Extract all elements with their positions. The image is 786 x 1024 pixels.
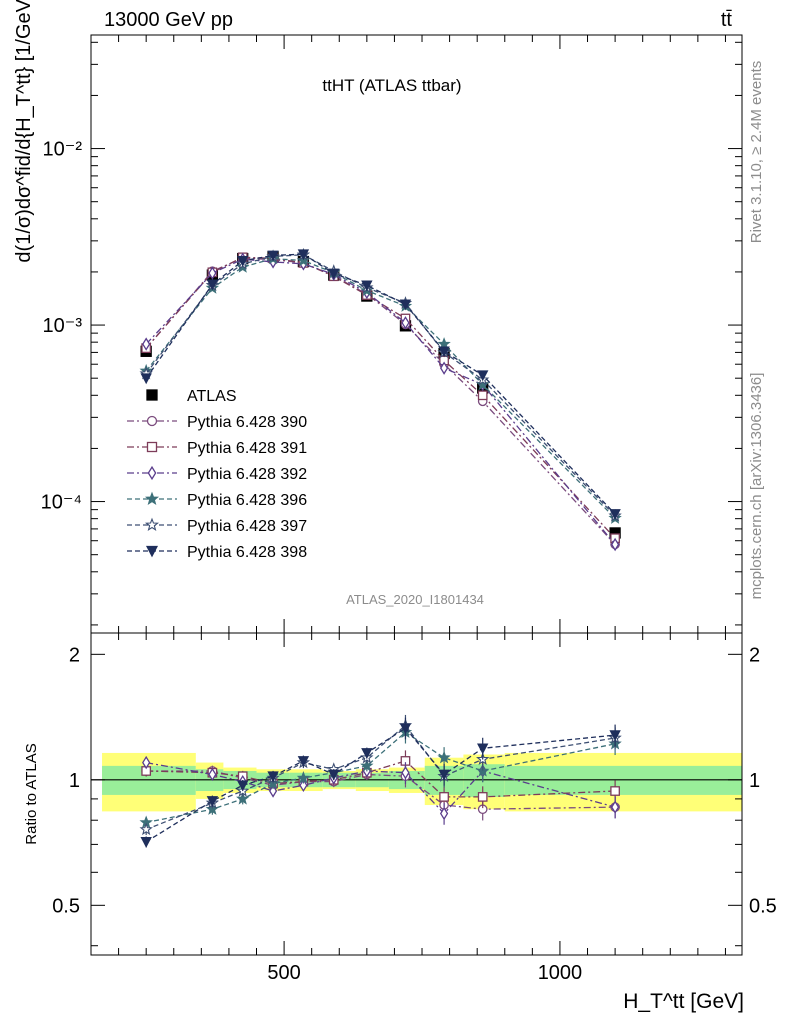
legend-entry-6: Pythia 6.428 398: [127, 544, 307, 561]
ratio-series-group: [139, 714, 622, 848]
main-title: ttHT (ATLAS ttbar): [322, 76, 461, 95]
ratio-y-tick-label-right: 0.5: [749, 895, 777, 917]
legend-entry-4: Pythia 6.428 396: [127, 491, 307, 509]
legend-label: Pythia 6.428 398: [187, 544, 307, 561]
ratio-data-point: [610, 786, 620, 796]
ratio-data-point: [437, 750, 451, 764]
ratio-data-point: [438, 769, 450, 781]
ratio-data-point: [140, 836, 152, 848]
ratio-y-tick-label-left: 1: [69, 770, 80, 792]
main-data-point: [438, 346, 450, 358]
legend-label: Pythia 6.428 391: [187, 440, 307, 457]
legend-label: Pythia 6.428 390: [187, 414, 307, 431]
legend-marker: [144, 491, 160, 505]
ratio-data-point: [142, 755, 151, 770]
analysis-watermark: ATLAS_2020_I1801434: [346, 592, 484, 607]
main-data-point: [267, 250, 279, 262]
legend-marker: [146, 415, 158, 427]
header-right: tt̄: [721, 9, 733, 31]
ratio-data-point: [609, 730, 621, 742]
ratio-data-point: [439, 806, 449, 821]
main-series-line: [145, 257, 616, 519]
ratio-data-point: [610, 800, 620, 814]
ratio-data-point: [208, 767, 217, 782]
legend-marker: [146, 441, 158, 453]
legend-marker: [147, 465, 157, 481]
main-data-point: [439, 361, 449, 375]
main-data-point: [361, 280, 373, 292]
main-data-point: [297, 249, 310, 261]
ratio-data-point: [205, 802, 220, 815]
ratio-plot-frame: [90, 632, 743, 956]
ratio-series-line: [146, 761, 616, 815]
ratio-data-point: [361, 748, 373, 759]
main-data-point: [142, 337, 151, 351]
ratio-data-point: [237, 780, 249, 792]
ratio-y-tick-label-right: 1: [749, 770, 760, 792]
legend-entry-5: Pythia 6.428 397: [127, 517, 307, 535]
y-tick-label: 10⁻²: [43, 139, 83, 161]
legend-label: Pythia 6.428 396: [187, 492, 307, 509]
main-data-point: [401, 316, 410, 330]
main-data-point: [610, 537, 620, 552]
main-y-axis-label: d(1/σ)dσ^fid/d{H_T^tt} [1/GeV]: [13, 0, 35, 263]
legend: ATLAS Pythia 6.428 390 Pythia 6.428 391 Pyt…: [127, 388, 307, 561]
legend-label: ATLAS: [187, 388, 237, 405]
ratio-series-line: [146, 760, 616, 798]
rivet-version-text: Rivet 3.1.10, ≥ 2.4M events: [748, 61, 765, 244]
mcplots-text: mcplots.cern.ch [arXiv:1306.3436]: [748, 373, 765, 600]
legend-entry-0: ATLAS: [146, 388, 237, 405]
legend-entry-1: Pythia 6.428 390: [127, 414, 307, 431]
legend-marker: [144, 517, 160, 531]
ratio-data-point: [236, 791, 250, 805]
ratio-data-point: [299, 778, 308, 793]
ratio-data-point: [401, 766, 410, 780]
x-tick-label: 500: [267, 962, 300, 984]
main-data-point: [237, 256, 249, 267]
header-left: 13000 GeV pp: [104, 9, 233, 31]
ratio-data-point: [477, 792, 488, 802]
main-data-point: [477, 370, 489, 382]
ratio-y-tick-label-left: 2: [69, 644, 80, 666]
ratio-data-point: [139, 822, 153, 836]
ratio-y-tick-label-right: 2: [749, 644, 760, 666]
main-data-point: [328, 268, 340, 280]
ratio-y-tick-label-left: 0.5: [52, 895, 80, 917]
ratio-data-point: [297, 756, 310, 767]
legend-label: Pythia 6.428 397: [187, 518, 307, 535]
main-data-point: [206, 279, 219, 291]
ratio-data-point: [268, 784, 278, 798]
main-series-group: [139, 247, 622, 552]
ratio-data-point: [267, 771, 279, 783]
main-axis-ticks: 10⁻⁴ 10⁻³ 10⁻²: [41, 35, 742, 633]
ratio-uncertainty-bands: [91, 752, 742, 812]
y-tick-label: 10⁻⁴: [41, 492, 82, 514]
main-data-point: [399, 299, 412, 311]
legend-label: Pythia 6.428 392: [187, 466, 307, 483]
legend-marker: [146, 389, 158, 401]
y-tick-label: 10⁻³: [43, 315, 83, 337]
main-data-point: [140, 373, 152, 385]
ratio-axis-ticks: 500 1000 0.5 0.5 1 1 2 2: [52, 633, 777, 984]
ratio-data-point: [328, 769, 340, 781]
main-data-point: [609, 509, 621, 521]
main-data-point: [476, 377, 490, 391]
legend-entry-2: Pythia 6.428 391: [127, 440, 307, 457]
legend-marker: [145, 545, 159, 558]
main-data-point: [477, 390, 488, 401]
ratio-data-point: [206, 796, 219, 807]
ratio-series-2: [142, 755, 620, 825]
ratio-series-5: [140, 717, 621, 848]
legend-entry-3: Pythia 6.428 392: [127, 465, 307, 483]
main-series-6: [140, 249, 621, 521]
ratio-data-point: [399, 723, 412, 735]
ratio-data-point: [439, 792, 449, 802]
ratio-y-axis-label: Ratio to ATLAS: [23, 743, 40, 844]
x-axis-label: H_T^tt [GeV]: [623, 990, 744, 1013]
ratio-data-point: [296, 771, 311, 784]
ratio-data-point: [477, 743, 489, 755]
ratio-data-point: [360, 758, 374, 772]
x-tick-label: 1000: [538, 962, 583, 984]
